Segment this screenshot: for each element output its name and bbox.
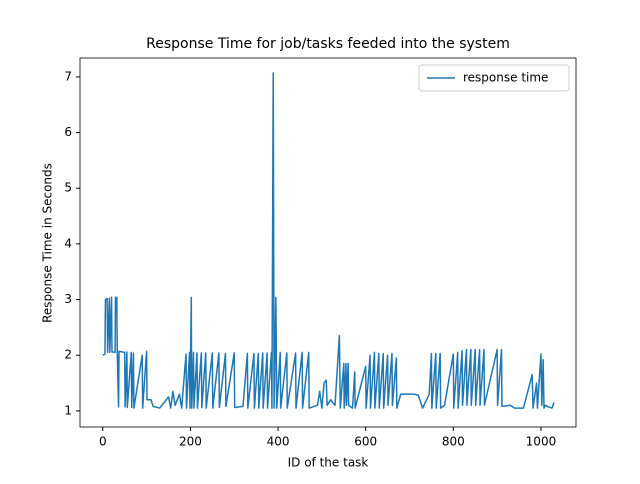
y-axis-label: Response Time in Seconds [41,163,55,323]
legend-box [418,64,570,92]
y-tick-label: 1 [64,403,72,417]
y-tick-label: 5 [64,181,72,195]
y-tick-label: 3 [64,292,72,306]
y-tick-label: 6 [64,125,72,139]
x-tick-label: 600 [354,435,377,449]
plot-frame [79,57,577,428]
y-tick-label: 2 [64,348,72,362]
x-tick-label: 200 [179,435,202,449]
y-tick-label: 7 [64,69,72,83]
x-tick-label: 400 [267,435,290,449]
legend-label: response time [463,71,548,85]
data-line [102,72,555,409]
x-tick-label: 0 [99,435,107,449]
x-tick-label: 800 [442,435,465,449]
x-tick-label: 1000 [526,435,557,449]
x-axis-label: ID of the task [288,456,369,470]
chart-title: Response Time for job/tasks feeded into … [146,36,510,52]
y-tick-label: 4 [64,236,72,250]
